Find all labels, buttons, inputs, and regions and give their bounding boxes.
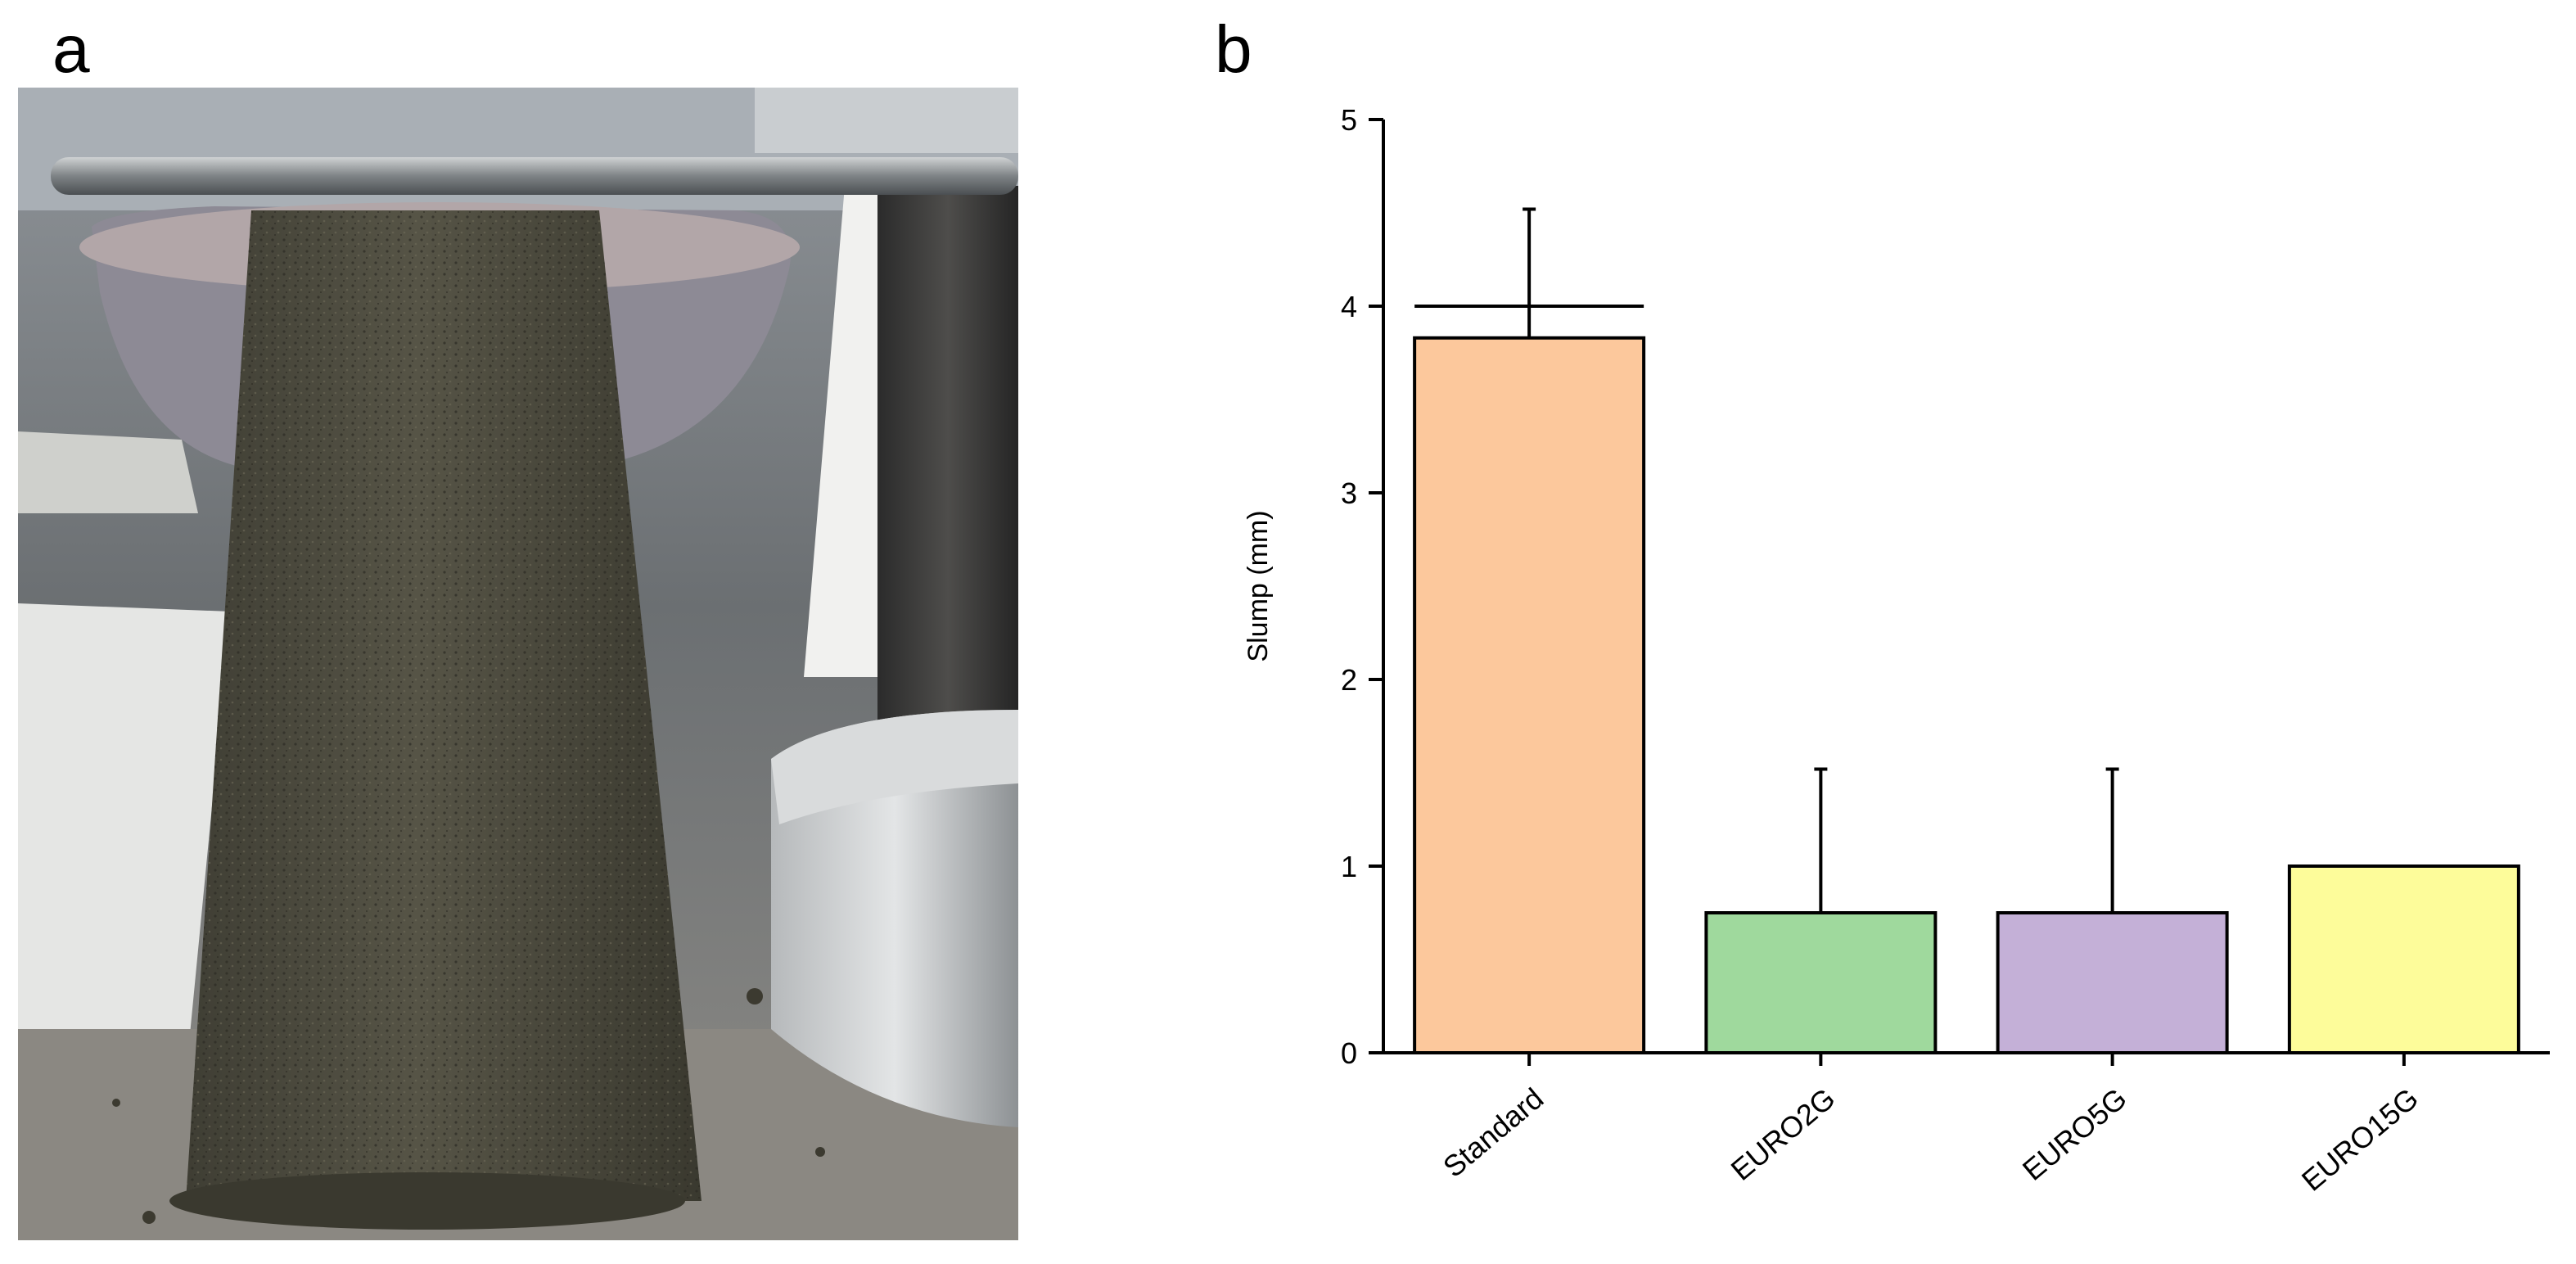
x-tick-label: EURO5G — [2016, 1081, 2133, 1187]
bar-euro5g — [1996, 911, 2229, 1054]
error-bars-group — [1523, 207, 2119, 913]
panel-label-b: b — [1215, 12, 1252, 87]
y-tick-label: 3 — [1341, 476, 1357, 510]
x-tick-label: EURO15G — [2295, 1081, 2425, 1198]
slump-test-photo-illustration — [18, 88, 1018, 1240]
bar-standard — [1413, 336, 1646, 1054]
slump-test-photo — [18, 88, 1018, 1240]
bar-euro2g — [1704, 911, 1938, 1054]
slump-bar-chart: 0 1 2 3 4 5 Standard EURO2G EURO5G EURO15G Slump… — [1243, 103, 2550, 1198]
y-axis-label: Slump (mm) — [1243, 510, 1274, 661]
plot-area: 0 1 2 3 4 5 Standard EURO2G EURO5G EURO15G — [1341, 103, 2550, 1198]
x-tick-label: EURO2G — [1725, 1081, 1842, 1187]
bars-group — [1413, 336, 2520, 1054]
y-tick-label: 4 — [1341, 290, 1357, 323]
y-tick-label: 2 — [1341, 663, 1357, 697]
y-tick-label: 1 — [1341, 850, 1357, 883]
y-tick-label: 0 — [1341, 1036, 1357, 1070]
y-tick-label: 5 — [1341, 103, 1357, 137]
panel-label-a: a — [52, 12, 90, 87]
x-tick-label: Standard — [1437, 1081, 1550, 1184]
x-ticks-group: Standard EURO2G EURO5G EURO15G — [1437, 1053, 2425, 1198]
y-ticks-group: 0 1 2 3 4 5 — [1341, 103, 1383, 1070]
bar-euro15g — [2287, 864, 2520, 1054]
